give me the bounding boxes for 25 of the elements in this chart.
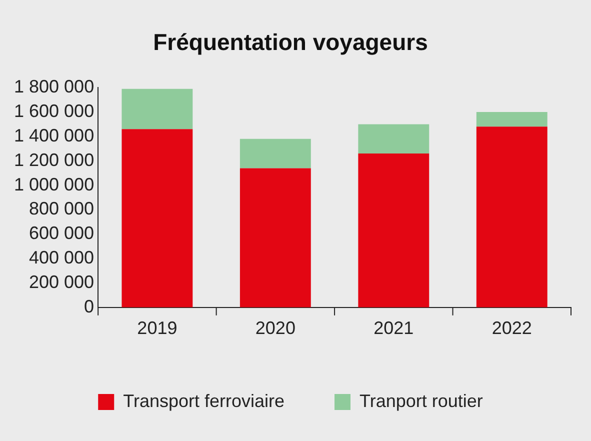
x-tick-label: 2019 [137, 318, 178, 338]
x-tick-label: 2021 [374, 318, 414, 338]
bar [476, 126, 548, 308]
y-tick-label: 1 600 000 [14, 100, 94, 121]
bar [122, 88, 193, 130]
bar [240, 168, 311, 308]
bar [358, 154, 430, 308]
y-tick-label: 1 200 000 [14, 150, 94, 170]
bar [240, 138, 311, 168]
bar [122, 129, 193, 308]
legend-label: Transport ferroviaire [123, 390, 285, 411]
y-tick-label: 1 800 000 [14, 76, 94, 97]
x-tick-label: 2022 [492, 318, 532, 338]
chart-title: Fréquentation voyageurs [153, 29, 428, 56]
bar [476, 112, 548, 127]
bar [358, 124, 430, 154]
y-tick-label: 800 000 [29, 198, 94, 219]
legend-label: Tranport routier [360, 390, 483, 411]
y-tick-label: 200 000 [29, 272, 94, 292]
y-tick-label: 1 400 000 [14, 125, 94, 146]
y-tick-label: 0 [84, 296, 94, 316]
y-tick-label: 400 000 [29, 248, 94, 268]
x-tick-label: 2020 [255, 318, 296, 338]
y-tick-label: 600 000 [29, 223, 94, 244]
y-tick-label: 1 000 000 [14, 174, 94, 194]
